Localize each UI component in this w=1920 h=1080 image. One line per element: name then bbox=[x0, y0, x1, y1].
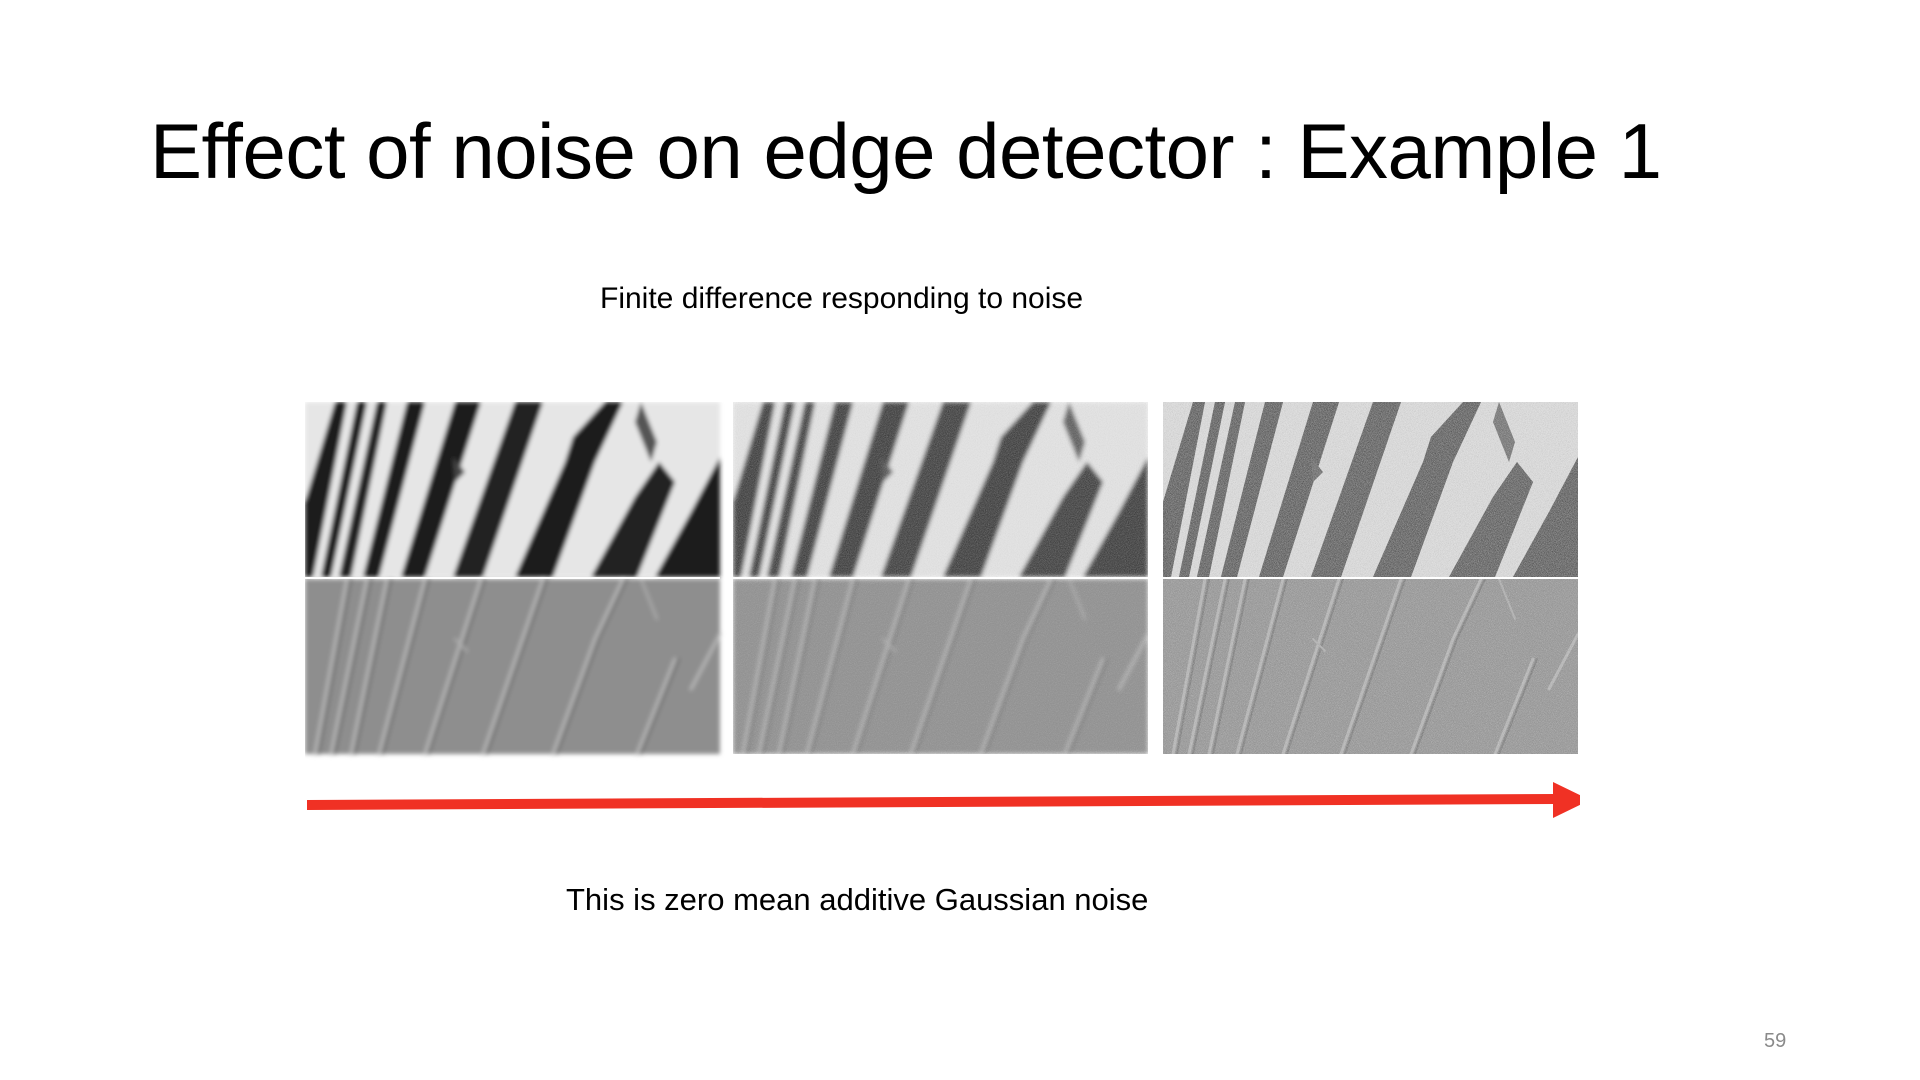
panel-high-noise bbox=[1161, 402, 1580, 756]
edge-image-low-noise bbox=[303, 577, 722, 756]
stripe-image-medium-noise bbox=[733, 402, 1148, 577]
figure-svg bbox=[303, 402, 1590, 818]
stripe-image-low-noise bbox=[305, 402, 720, 577]
noise-caption: This is zero mean additive Gaussian nois… bbox=[566, 882, 1149, 917]
panel-low-noise bbox=[303, 402, 722, 756]
figure-subtitle: Finite difference responding to noise bbox=[600, 282, 1084, 315]
increasing-noise-arrow-icon bbox=[307, 782, 1590, 818]
edge-image-high-noise bbox=[1161, 577, 1580, 756]
edge-image-medium-noise bbox=[731, 577, 1150, 756]
slide-title: Effect of noise on edge detector : Examp… bbox=[150, 107, 1662, 195]
page-number: 59 bbox=[1764, 1030, 1787, 1052]
panel-medium-noise bbox=[731, 402, 1150, 756]
noise-edge-figure bbox=[303, 402, 1590, 822]
stripe-image-high-noise bbox=[1163, 402, 1578, 577]
